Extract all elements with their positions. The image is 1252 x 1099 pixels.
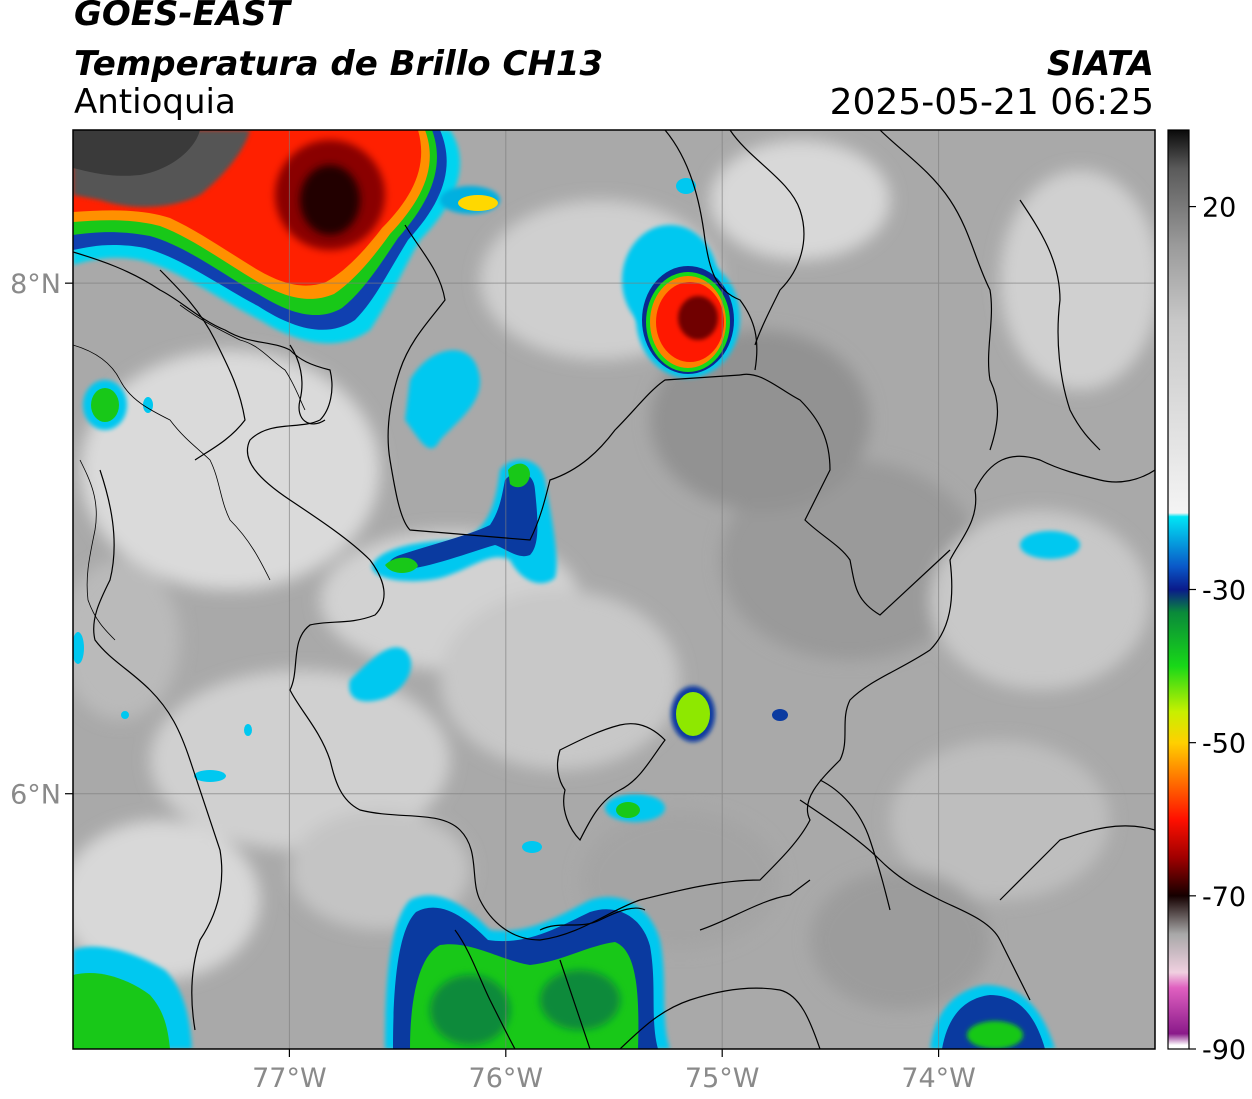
lat-tick-label-1: 6°N	[10, 780, 61, 811]
product-title: Temperatura de Brillo CH13	[74, 44, 604, 84]
colorbar-gradient	[1168, 130, 1189, 1049]
boundaries	[73, 130, 1155, 1049]
map-panel	[73, 130, 1155, 1049]
lon-tick-label-0: 77°W	[252, 1063, 327, 1094]
lon-tick-label-2: 75°W	[685, 1063, 760, 1094]
map-frame	[72, 129, 1156, 1050]
lat-tick-label-0: 8°N	[10, 269, 61, 300]
storm-south	[73, 895, 1055, 1049]
latitude-ticks: 8°N 6°N	[10, 269, 73, 811]
longitude-ticks: 77°W 76°W 75°W 74°W	[252, 1049, 976, 1094]
cells-central	[73, 350, 1080, 853]
coastline	[73, 304, 306, 641]
lon-tick-label-1: 76°W	[469, 1063, 544, 1094]
region-label: Antioquia	[74, 82, 236, 122]
colorbar-tick-label-0: 20	[1202, 193, 1236, 224]
colorbar-tick-label-3: -70	[1202, 882, 1246, 913]
storm-northwest	[73, 130, 500, 344]
storm-northeast	[622, 178, 740, 378]
colorbar: 20 -30 -50 -70 -90	[1167, 129, 1246, 1066]
colorbar-tick-label-1: -30	[1202, 576, 1246, 607]
datetime-label: 2025-05-21 06:25	[829, 82, 1154, 123]
colorbar-tick-label-2: -50	[1202, 729, 1246, 760]
colorbar-ticks: 20 -30 -50 -70 -90	[1189, 193, 1246, 1066]
satellite-title: GOES-EAST	[74, 0, 290, 34]
agency-label: SIATA	[1046, 44, 1154, 84]
colorbar-tick-label-4: -90	[1202, 1035, 1246, 1066]
lon-tick-label-3: 74°W	[901, 1063, 976, 1094]
